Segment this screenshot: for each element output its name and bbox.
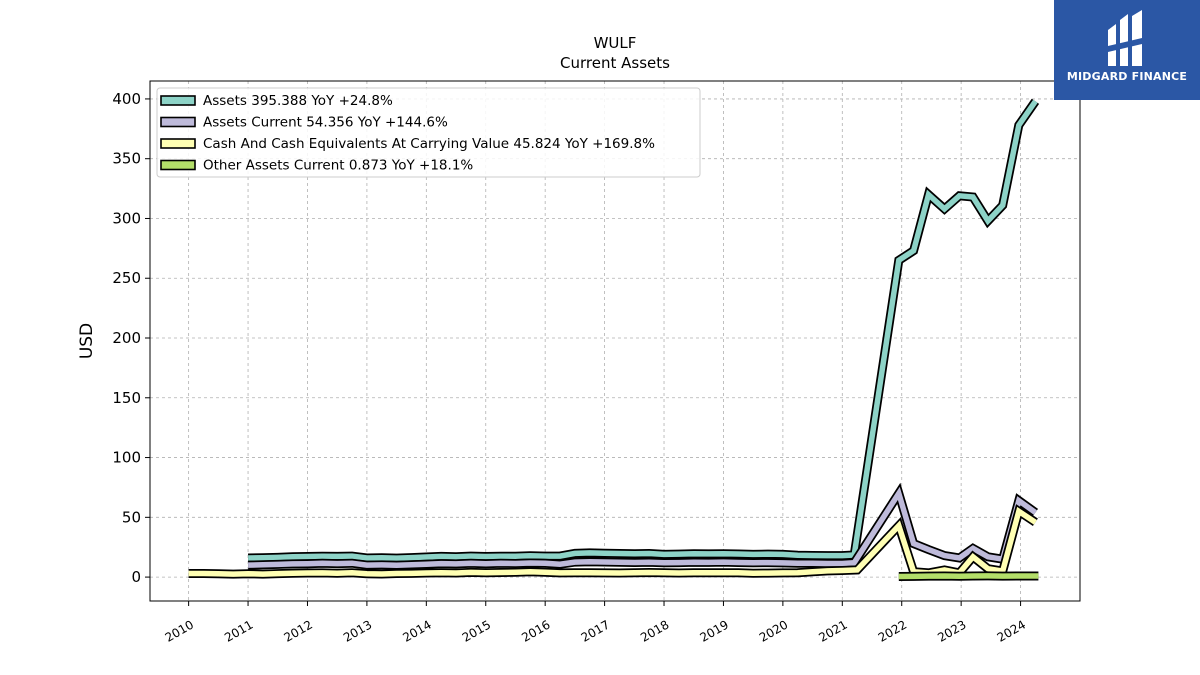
y-tick-label: 50 [122,508,141,526]
series-lines [188,98,1040,581]
plot-frame [149,80,1081,602]
legend-label-2: Cash And Cash Equivalents At Carrying Va… [203,136,655,152]
legend-label-3: Other Assets Current 0.873 YoY +18.1% [203,158,473,174]
legend: Assets 395.388 YoY +24.8% Assets Current … [156,87,701,178]
chart-subtitle: Current Assets [560,54,670,72]
brand-watermark: MIDGARD FINANCE [1054,0,1200,100]
legend-swatch-3 [160,159,196,171]
legend-label-1: Assets Current 54.356 YoY +144.6% [203,115,448,131]
brand-name: MIDGARD FINANCE [1066,70,1188,83]
y-tick-label: 350 [112,150,141,168]
series-line-0 [248,99,1038,561]
y-axis-label: USD [77,323,97,359]
y-tick-label: 0 [131,568,141,586]
y-tick-label: 400 [112,90,141,108]
brand-logo-icon [1108,10,1142,66]
legend-swatch-1 [160,116,196,128]
series-line-2 [188,506,1037,577]
series-line-3 [898,573,1039,580]
legend-swatch-2 [160,138,196,149]
legend-box [156,87,701,178]
y-tick-label: 300 [112,209,141,227]
legend-swatch-0 [160,95,196,106]
y-tick-label: 100 [112,449,141,467]
y-tick-label: 250 [112,269,141,287]
y-tick-label: 150 [112,389,141,407]
series-line-1 [248,486,1038,569]
legend-label-0: Assets 395.388 YoY +24.8% [203,93,393,109]
chart-title: WULF [594,34,637,52]
y-tick-label: 200 [112,329,141,347]
